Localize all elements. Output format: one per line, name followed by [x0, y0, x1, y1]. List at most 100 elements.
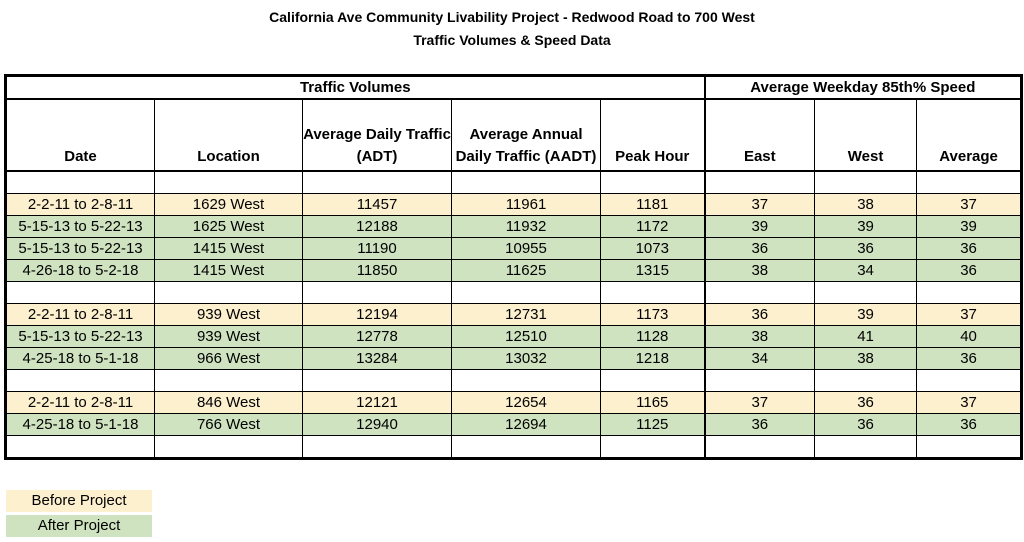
cell-adt: 12188	[302, 215, 452, 238]
cell-average: 36	[916, 347, 1023, 370]
cell-location: 1415 West	[154, 259, 303, 282]
cell-location: 846 West	[154, 391, 303, 414]
cell-location: 966 West	[154, 347, 303, 370]
spacer-row	[5, 435, 1023, 459]
cell-aadt: 10955	[451, 237, 601, 260]
cell-west: 38	[814, 193, 918, 216]
table-row: 2-2-11 to 2-8-11 1629 West 11457 11961 1…	[5, 193, 1023, 216]
table-row: 4-25-18 to 5-1-18 766 West 12940 12694 1…	[5, 413, 1023, 436]
cell-adt: 12940	[302, 413, 452, 436]
cell-date: 2-2-11 to 2-8-11	[5, 303, 155, 326]
cell-west: 36	[814, 391, 918, 414]
column-header-west: West	[814, 98, 918, 172]
column-header-location: Location	[154, 98, 303, 172]
traffic-data-table: Traffic Volumes Average Weekday 85th% Sp…	[4, 74, 1024, 460]
table-row: 4-25-18 to 5-1-18 966 West 13284 13032 1…	[5, 347, 1023, 370]
cell-aadt: 11961	[451, 193, 601, 216]
cell-east: 36	[704, 237, 816, 260]
cell-west: 36	[814, 237, 918, 260]
cell-peak-hour: 1073	[599, 237, 706, 260]
cell-adt: 13284	[302, 347, 452, 370]
group-header-traffic-volumes: Traffic Volumes	[4, 75, 706, 100]
cell-aadt: 12510	[451, 325, 601, 348]
cell-east: 38	[704, 259, 816, 282]
report-title: California Ave Community Livability Proj…	[269, 9, 755, 25]
cell-location: 1415 West	[154, 237, 303, 260]
column-header-adt: Average Daily Traffic (ADT)	[302, 98, 452, 172]
cell-date: 4-25-18 to 5-1-18	[5, 347, 155, 370]
cell-average: 36	[916, 413, 1023, 436]
cell-peak-hour: 1315	[599, 259, 706, 282]
cell-date: 2-2-11 to 2-8-11	[5, 193, 155, 216]
cell-peak-hour: 1181	[599, 193, 706, 216]
cell-west: 36	[814, 413, 918, 436]
cell-aadt: 12731	[451, 303, 601, 326]
cell-aadt: 12694	[451, 413, 601, 436]
cell-date: 5-15-13 to 5-22-13	[5, 215, 155, 238]
table-row: 5-15-13 to 5-22-13 1625 West 12188 11932…	[5, 215, 1023, 238]
cell-west: 38	[814, 347, 918, 370]
cell-peak-hour: 1173	[599, 303, 706, 326]
cell-average: 37	[916, 391, 1023, 414]
cell-date: 2-2-11 to 2-8-11	[5, 391, 155, 414]
cell-average: 39	[916, 215, 1023, 238]
cell-date: 5-15-13 to 5-22-13	[5, 325, 155, 348]
cell-location: 1629 West	[154, 193, 303, 216]
cell-east: 38	[704, 325, 816, 348]
column-header-average: Average	[916, 98, 1023, 172]
cell-location: 1625 West	[154, 215, 303, 238]
column-header-aadt: Average Annual Daily Traffic (AADT)	[451, 98, 601, 172]
cell-aadt: 12654	[451, 391, 601, 414]
cell-peak-hour: 1218	[599, 347, 706, 370]
cell-peak-hour: 1172	[599, 215, 706, 238]
group-header-speed: Average Weekday 85th% Speed	[704, 75, 1023, 100]
table-row: 2-2-11 to 2-8-11 939 West 12194 12731 11…	[5, 303, 1023, 326]
cell-adt: 11190	[302, 237, 452, 260]
cell-average: 36	[916, 237, 1023, 260]
cell-west: 39	[814, 303, 918, 326]
cell-adt: 11457	[302, 193, 452, 216]
cell-date: 5-15-13 to 5-22-13	[5, 237, 155, 260]
cell-average: 37	[916, 193, 1023, 216]
cell-location: 939 West	[154, 325, 303, 348]
cell-average: 37	[916, 303, 1023, 326]
spacer-row	[5, 369, 1023, 392]
cell-west: 41	[814, 325, 918, 348]
cell-east: 37	[704, 193, 816, 216]
legend-after-project: After Project	[6, 515, 152, 537]
cell-east: 36	[704, 413, 816, 436]
cell-peak-hour: 1165	[599, 391, 706, 414]
cell-east: 36	[704, 303, 816, 326]
cell-average: 36	[916, 259, 1023, 282]
legend-before-project: Before Project	[6, 490, 152, 512]
spacer-row	[5, 170, 1023, 194]
cell-location: 766 West	[154, 413, 303, 436]
cell-average: 40	[916, 325, 1023, 348]
cell-aadt: 13032	[451, 347, 601, 370]
cell-east: 37	[704, 391, 816, 414]
cell-west: 39	[814, 215, 918, 238]
table-row: 2-2-11 to 2-8-11 846 West 12121 12654 11…	[5, 391, 1023, 414]
cell-east: 39	[704, 215, 816, 238]
cell-peak-hour: 1128	[599, 325, 706, 348]
table-row: 4-26-18 to 5-2-18 1415 West 11850 11625 …	[5, 259, 1023, 282]
cell-peak-hour: 1125	[599, 413, 706, 436]
column-header-date: Date	[5, 98, 155, 172]
spacer-row	[5, 281, 1023, 304]
column-header-east: East	[704, 98, 816, 172]
cell-aadt: 11625	[451, 259, 601, 282]
cell-adt: 12778	[302, 325, 452, 348]
cell-date: 4-26-18 to 5-2-18	[5, 259, 155, 282]
column-header-peak-hour: Peak Hour	[599, 98, 706, 172]
table-row: 5-15-13 to 5-22-13 1415 West 11190 10955…	[5, 237, 1023, 260]
report-subtitle: Traffic Volumes & Speed Data	[413, 32, 611, 48]
table-row: 5-15-13 to 5-22-13 939 West 12778 12510 …	[5, 325, 1023, 348]
cell-location: 939 West	[154, 303, 303, 326]
cell-aadt: 11932	[451, 215, 601, 238]
cell-date: 4-25-18 to 5-1-18	[5, 413, 155, 436]
cell-adt: 12194	[302, 303, 452, 326]
cell-east: 34	[704, 347, 816, 370]
cell-adt: 12121	[302, 391, 452, 414]
cell-west: 34	[814, 259, 918, 282]
cell-adt: 11850	[302, 259, 452, 282]
